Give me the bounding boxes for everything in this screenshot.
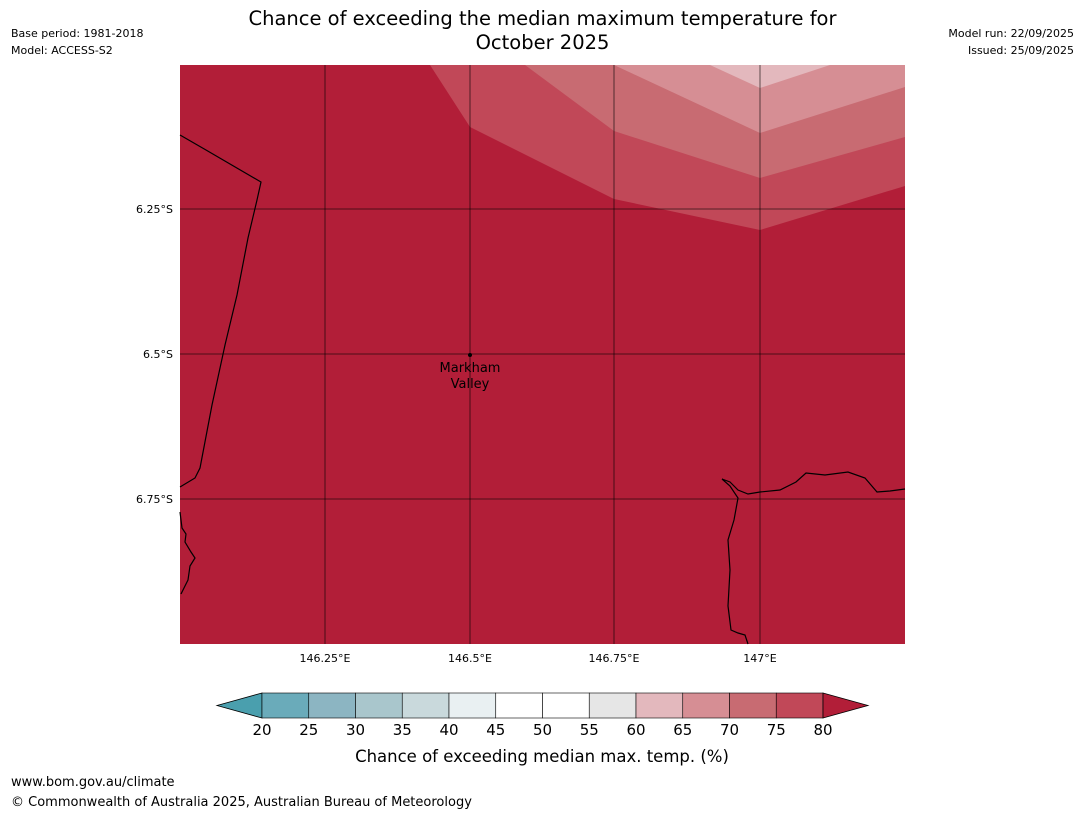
issued-text: Issued: 25/09/2025 (967, 44, 1074, 57)
colorbar-tick-label: 45 (486, 721, 505, 739)
colorbar-segment (635, 692, 684, 719)
place-marker-dot (468, 353, 472, 357)
colorbar-tick-label: 25 (299, 721, 318, 739)
fill-region-60-65 (710, 65, 830, 88)
colorbar-segment (775, 692, 824, 719)
coastline-southeast (721, 471, 906, 645)
colorbar-tick-label: 65 (673, 721, 692, 739)
colorbar-segment (448, 692, 497, 719)
fill-region-65-70 (614, 65, 905, 133)
colorbar-segment (682, 692, 730, 719)
meta-left: Base period: 1981-2018 Model: ACCESS-S2 (11, 25, 143, 59)
footer-copyright: © Commonwealth of Australia 2025, Austra… (11, 795, 472, 810)
coastlines (179, 134, 906, 645)
colorbar-tick-label: 60 (626, 721, 645, 739)
gridlines (180, 65, 905, 644)
colorbar-tick-label: 30 (346, 721, 365, 739)
colorbar-segment (308, 692, 356, 719)
model-text: Model: ACCESS-S2 (11, 44, 113, 57)
lat-tick-label-6.75: 6.75°S (136, 493, 173, 506)
lon-tick-label-146.5: 146.5°E (448, 652, 492, 665)
colorbar-extend-low (215, 692, 263, 719)
place-label-line-2: Valley (451, 377, 490, 392)
colorbar-extend-high (822, 692, 870, 719)
lon-tick-label-146.75: 146.75°E (589, 652, 640, 665)
title-line-1: Chance of exceeding the median maximum t… (248, 7, 837, 30)
map-panel: Markham Valley (179, 65, 906, 645)
colorbar (215, 692, 870, 719)
coastline-southwest (179, 511, 196, 595)
colorbar-segment (261, 692, 310, 719)
colorbar-tick-label: 35 (393, 721, 412, 739)
colorbar-segment (588, 692, 637, 719)
colorbar-segment (495, 692, 543, 719)
meta-right: Model run: 22/09/2025 Issued: 25/09/2025 (948, 25, 1074, 59)
base-period-text: Base period: 1981-2018 (11, 27, 144, 40)
lon-tick-label-147: 147°E (743, 652, 776, 665)
footer-url: www.bom.gov.au/climate (11, 775, 175, 790)
lat-tick-label-6.25: 6.25°S (136, 203, 173, 216)
model-run-text: Model run: 22/09/2025 (948, 27, 1074, 40)
colorbar-tick-label: 75 (767, 721, 786, 739)
map-title: Chance of exceeding the median maximum t… (200, 7, 885, 55)
colorbar-segment (729, 692, 777, 719)
colorbar-segment (355, 692, 403, 719)
lon-tick-label-146.25: 146.25°E (300, 652, 351, 665)
colorbar-tick-label: 50 (533, 721, 552, 739)
colorbar-segment (542, 692, 590, 719)
colorbar-tick-labels: 20 25 30 35 40 45 50 55 60 65 70 75 80 (252, 721, 832, 739)
place-label-line-1: Markham (440, 361, 501, 376)
coastline-west (179, 134, 262, 488)
axis-labels: 6.25°S 6.5°S 6.75°S 146.25°E 146.5°E 146… (136, 203, 777, 665)
lat-tick-label-6.5: 6.5°S (143, 348, 173, 361)
colorbar-tick-label: 40 (439, 721, 458, 739)
colorbar-tick-label: 80 (813, 721, 832, 739)
colorbar-segment (401, 692, 450, 719)
colorbar-tick-label: 20 (252, 721, 271, 739)
colorbar-tick-label: 70 (720, 721, 739, 739)
title-line-2: October 2025 (475, 31, 610, 54)
colorbar-tick-label: 55 (580, 721, 599, 739)
colorbar-label: Chance of exceeding median max. temp. (%… (355, 747, 729, 766)
